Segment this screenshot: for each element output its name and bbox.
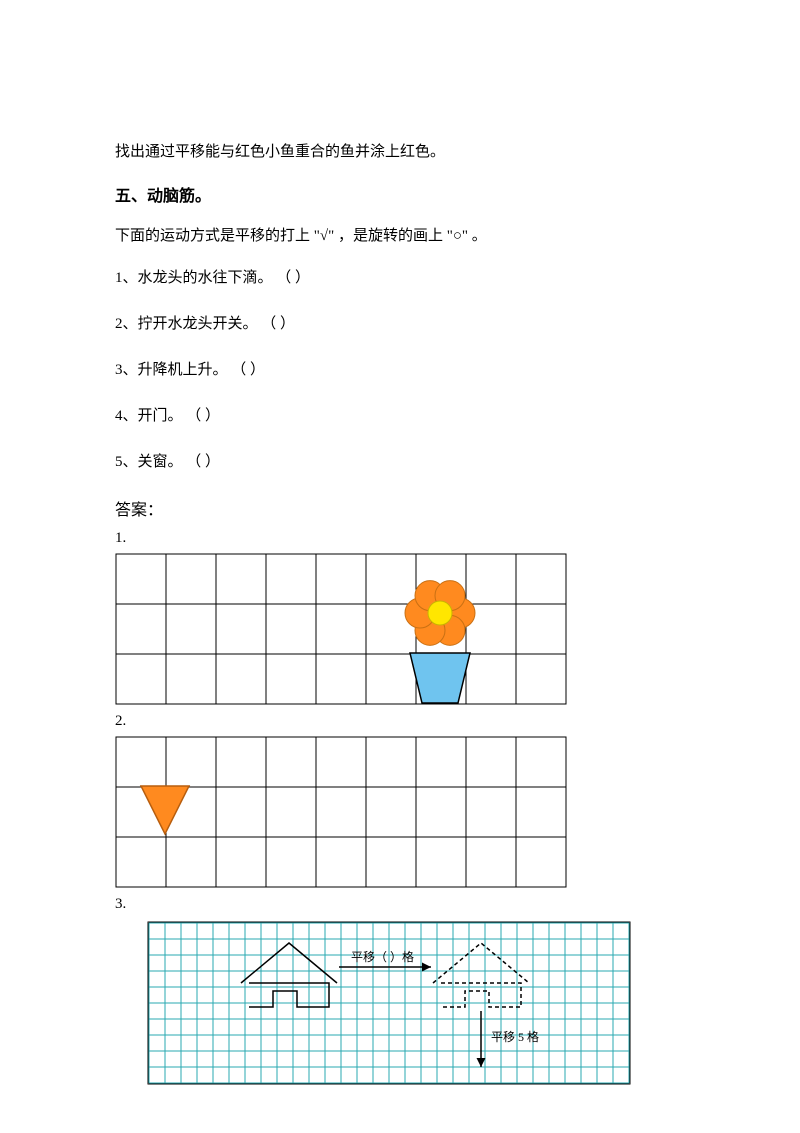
instruction-text: 下面的运动方式是平移的打上 "√" ，是旋转的画上 "○" 。 <box>115 224 685 248</box>
question-1: 1、水龙头的水往下滴。 （ ） <box>115 266 685 290</box>
svg-text:平移（ ）格: 平移（ ）格 <box>351 949 414 964</box>
svg-text:平移 5 格: 平移 5 格 <box>491 1029 539 1044</box>
figure-3-house-translation: 平移（ ）格平移 5 格 <box>145 919 635 1087</box>
question-3: 3、升降机上升。 （ ） <box>115 358 685 382</box>
section-heading: 五、动脑筋。 <box>115 182 685 206</box>
answer-3-label: 3. <box>115 896 685 913</box>
intro-text: 找出通过平移能与红色小鱼重合的鱼并涂上红色。 <box>115 140 685 164</box>
question-4: 4、开门。 （ ） <box>115 404 685 428</box>
answer-1-label: 1. <box>115 530 685 547</box>
question-5: 5、关窗。 （ ） <box>115 450 685 474</box>
answers-label: 答案： <box>115 496 685 520</box>
answer-2-label: 2. <box>115 713 685 730</box>
figure-1-flowerpot-grid <box>115 553 567 705</box>
question-2: 2、拧开水龙头开关。 （ ） <box>115 312 685 336</box>
figure-2-triangle-grid <box>115 736 567 888</box>
